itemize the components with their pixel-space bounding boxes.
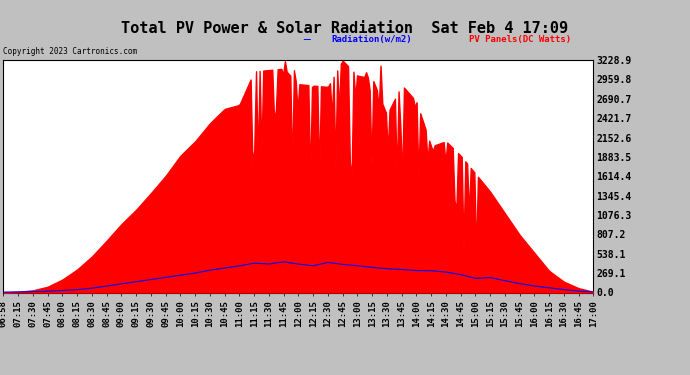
Text: PV Panels(DC Watts): PV Panels(DC Watts) <box>469 35 571 44</box>
Text: Copyright 2023 Cartronics.com: Copyright 2023 Cartronics.com <box>3 47 137 56</box>
Text: ─: ─ <box>304 34 310 44</box>
Text: Radiation(w/m2): Radiation(w/m2) <box>331 35 412 44</box>
Text: Total PV Power & Solar Radiation  Sat Feb 4 17:09: Total PV Power & Solar Radiation Sat Feb… <box>121 21 569 36</box>
